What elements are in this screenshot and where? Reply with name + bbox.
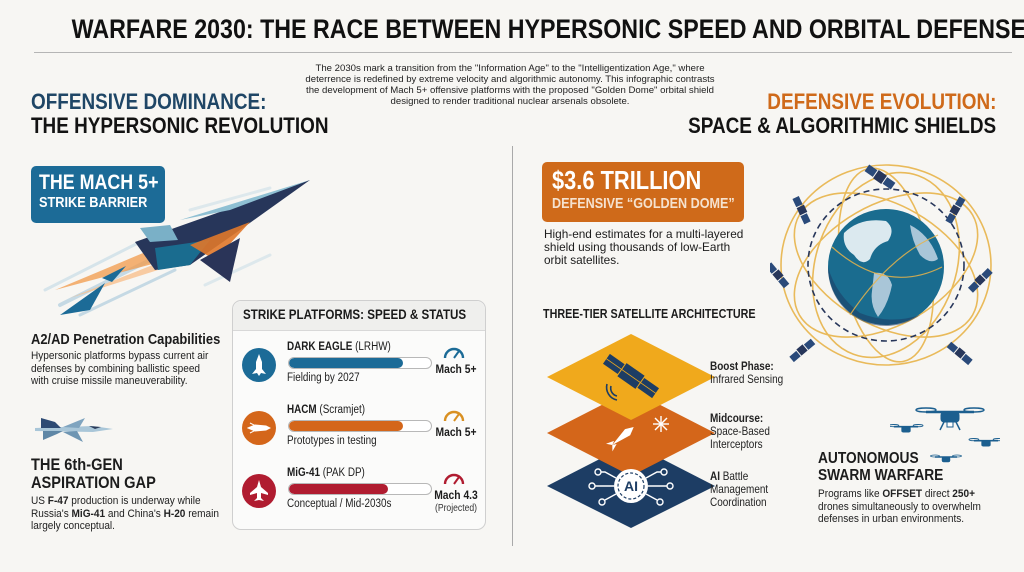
ai-brain-icon: AI [588,468,674,506]
text-span: drones simultaneously to overwhelm defen… [818,500,981,526]
platform-name: DARK EAGLE (LRHW) [287,341,391,353]
progress-fill [289,358,403,368]
platform-row-hacm: HACM (Scramjet) Prototypes in testing Ma… [233,404,487,464]
tier-title: Boost Phase: [710,360,774,373]
platform-status: Conceptual / Mid-2030s [287,498,392,510]
f47-label: F-47 [47,495,69,507]
golden-dome-description: High-end estimates for a multi-layered s… [544,227,744,268]
interceptor-icon [605,427,634,452]
platform-name: MiG-41 (PAK DP) [287,467,365,479]
text-span: direct [922,488,953,500]
cost-amount: $3.6 TRILLION [552,165,702,195]
swarm-heading-line2: SWARM WARFARE [818,467,944,484]
swarm-text: Programs like OFFSET direct 250+ drones … [818,488,998,526]
offense-heading-line1: OFFENSIVE DOMINANCE: [31,89,267,114]
swarm-heading: AUTONOMOUS SWARM WARFARE [818,450,943,484]
defense-heading-line2: SPACE & ALGORITHMIC SHIELDS [688,113,996,138]
platform-speed: Mach 5+ [435,425,477,439]
tier-ai-label: AI Battle Management Coordination [710,470,768,509]
progress-fill [289,484,389,494]
tier-architecture-heading: THREE-TIER SATELLITE ARCHITECTURE [543,307,756,321]
platform-speed: Mach 4.3 [434,488,478,502]
satellite-icons [770,164,993,366]
platform-speed-note: (Projected) [434,503,478,514]
intro-paragraph: The 2030s mark a transition from the "In… [305,63,715,107]
fighter-jet-icon [242,474,276,508]
progress-bar [288,420,432,432]
text-span: and China's [105,507,164,520]
platform-name-bold: MiG-41 [287,467,320,479]
mig41-label: MiG-41 [71,507,106,520]
speedometer-icon [443,347,465,359]
mach5-banner-line2: STRIKE BARRIER [39,194,148,211]
offset-label: OFFSET [882,488,923,500]
progress-fill [289,421,403,431]
tier-title-rest: Battle [719,470,749,483]
strike-platforms-card: STRIKE PLATFORMS: SPEED & STATUS DARK EA… [232,300,486,530]
platform-variant: (PAK DP) [319,467,365,479]
speedometer-icon [443,473,465,485]
title-divider [34,52,1012,53]
sixth-gen-text: US F-47 production is underway while Rus… [31,495,220,533]
a2ad-heading: A2/AD Penetration Capabilities [31,331,221,348]
tier-desc: Interceptors [710,438,763,451]
explosion-icon [653,416,669,432]
platform-row-dark-eagle: DARK EAGLE (LRHW) Fielding by 2027 Mach … [233,341,487,401]
platform-name: HACM (Scramjet) [287,404,365,416]
platform-row-mig41: MiG-41 (PAK DP) Conceptual / Mid-2030s M… [233,467,487,527]
globe-satellite-network-icon [770,164,993,366]
satellite-icon [602,353,660,399]
golden-dome-cost-banner: $3.6 TRILLION DEFENSIVE “GOLDEN DOME” [542,162,744,222]
tier-title: Midcourse: [710,412,764,425]
tier-midcourse-label: Midcourse: Space-Based Interceptors [710,412,770,451]
svg-text:AI: AI [624,478,638,494]
page-title: WARFARE 2030: THE RACE BETWEEN HYPERSONI… [71,14,1024,44]
h20-label: H-20 [163,507,186,520]
text-span: production is underway while Russia's [31,495,201,520]
mach5-banner: THE MACH 5+ STRIKE BARRIER [31,166,165,223]
tier-boost-label: Boost Phase: Infrared Sensing [710,360,783,386]
platform-name-bold: HACM [287,404,317,416]
tier-title: AI [710,470,720,483]
platform-status: Prototypes in testing [287,435,377,447]
hypersonic-jet-icon [43,180,310,317]
progress-bar [288,483,432,495]
tier-desc: Coordination [710,496,767,509]
platform-name-bold: DARK EAGLE [287,341,353,353]
platform-variant: (Scramjet) [316,404,366,416]
platform-status: Fielding by 2027 [287,372,360,384]
drone-swarm-icon [890,407,1000,463]
fighter-jet-icon [35,418,113,442]
text-span: Programs like [818,488,883,500]
missile-icon [242,348,276,382]
sixth-gen-heading-line2: ASPIRATION GAP [31,473,156,492]
cost-label: DEFENSIVE “GOLDEN DOME” [552,195,735,212]
defense-heading-line1: DEFENSIVE EVOLUTION: [766,89,996,114]
a2ad-text: Hypersonic platforms bypass current air … [31,350,209,388]
drone-count: 250+ [952,488,975,500]
mach5-banner-line1: THE MACH 5+ [39,171,159,194]
text-span: remain largely conceptual. [31,507,219,533]
strike-card-title: STRIKE PLATFORMS: SPEED & STATUS [243,307,467,322]
sixth-gen-heading-line1: THE 6th-GEN [31,455,123,474]
tier-desc: Management [710,483,769,496]
section-divider [512,146,513,546]
strike-card-header: STRIKE PLATFORMS: SPEED & STATUS [233,301,485,331]
three-tier-diagram: AI [547,334,715,528]
sixth-gen-heading: THE 6th-GEN ASPIRATION GAP [31,456,156,492]
scramjet-icon [242,411,276,445]
swarm-heading-line1: AUTONOMOUS [818,450,919,467]
tier-desc: Infrared Sensing [710,373,784,386]
platform-speed: Mach 5+ [435,362,477,376]
text-span: US [31,495,48,507]
offense-heading-line2: THE HYPERSONIC REVOLUTION [31,113,329,138]
tier-desc: Space-Based [710,425,770,438]
speedometer-icon [443,410,465,422]
progress-bar [288,357,432,369]
platform-variant: (LRHW) [352,341,391,353]
